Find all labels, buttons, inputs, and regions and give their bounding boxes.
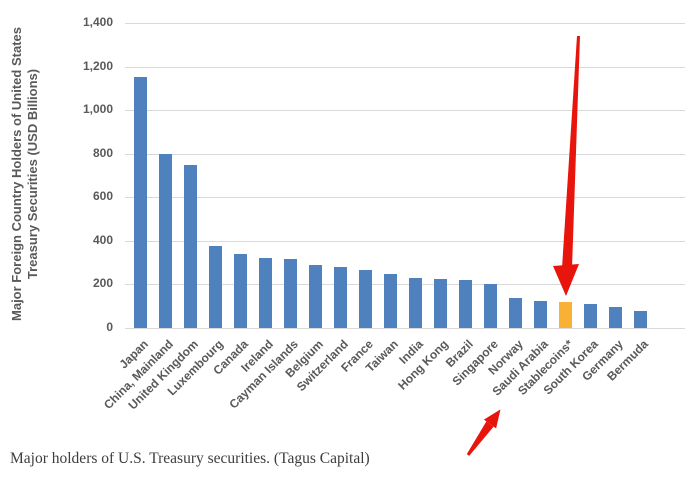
- bar-slot: [203, 23, 228, 328]
- gridline-1000: [125, 110, 685, 112]
- bar-slot: [578, 23, 603, 328]
- bar-slot: [128, 23, 153, 328]
- bar-germany: [609, 307, 622, 328]
- bar-norway: [509, 298, 522, 328]
- bar-slot: [278, 23, 303, 328]
- bar-switzerland: [334, 267, 347, 328]
- gridline-1200: [125, 66, 685, 68]
- bar-cayman-islands: [284, 259, 297, 328]
- bar-slot: [228, 23, 253, 328]
- bar-slot: [328, 23, 353, 328]
- gridline-0: [125, 328, 685, 329]
- y-tick-label-400: 400: [92, 232, 113, 247]
- y-tick-label-1200: 1,200: [82, 58, 113, 73]
- bar-slot: [353, 23, 378, 328]
- bar-slot: [378, 23, 403, 328]
- y-axis-title: Major Foreign Country Holders of United …: [9, 4, 45, 344]
- y-tick-label-1400: 1,400: [82, 15, 113, 29]
- gridline-1400: [125, 23, 685, 24]
- bar-taiwan: [384, 274, 397, 328]
- y-tick-label-200: 200: [92, 276, 113, 291]
- bar-slot: [178, 23, 203, 328]
- bar-slot: [553, 23, 578, 328]
- bar-slot: [503, 23, 528, 328]
- bar-slot: [428, 23, 453, 328]
- bar-india: [409, 278, 422, 328]
- bar-china-mainland: [159, 154, 172, 328]
- chart-caption: Major holders of U.S. Treasury securitie…: [10, 450, 370, 467]
- bar-singapore: [484, 284, 497, 328]
- bar-bermuda: [634, 311, 647, 328]
- bar-united-kingdom: [184, 165, 197, 328]
- bar-slot: [453, 23, 478, 328]
- y-tick-label-800: 800: [92, 145, 113, 160]
- bar-belgium: [309, 265, 322, 328]
- bar-japan: [134, 77, 147, 328]
- bar-slot: [403, 23, 428, 328]
- bar-slot: [478, 23, 503, 328]
- bar-series: [128, 23, 653, 328]
- bar-south-korea: [584, 304, 597, 328]
- bar-slot: [253, 23, 278, 328]
- bar-stablecoins: [559, 302, 572, 328]
- bar-brazil: [459, 280, 472, 328]
- gridline-200: [125, 284, 685, 286]
- y-axis-title-line2: Treasury Securities (USD Billions): [25, 68, 41, 280]
- gridline-400: [125, 240, 685, 242]
- bar-france: [359, 270, 372, 328]
- bar-slot: [303, 23, 328, 328]
- bar-slot: [153, 23, 178, 328]
- y-tick-label-600: 600: [92, 189, 113, 204]
- y-tick-label-1000: 1,000: [82, 102, 113, 117]
- bar-saudi-arabia: [534, 301, 547, 328]
- bar-slot: [628, 23, 653, 328]
- gridline-800: [125, 153, 685, 155]
- y-tick-label-0: 0: [106, 320, 113, 334]
- bar-hong-kong: [434, 279, 447, 328]
- gridline-600: [125, 197, 685, 199]
- y-axis-title-line1: Major Foreign Country Holders of United …: [9, 27, 24, 321]
- bar-canada: [234, 254, 247, 328]
- bar-ireland: [259, 258, 272, 328]
- bar-slot: [528, 23, 553, 328]
- bar-luxembourg: [209, 246, 222, 328]
- bar-slot: [603, 23, 628, 328]
